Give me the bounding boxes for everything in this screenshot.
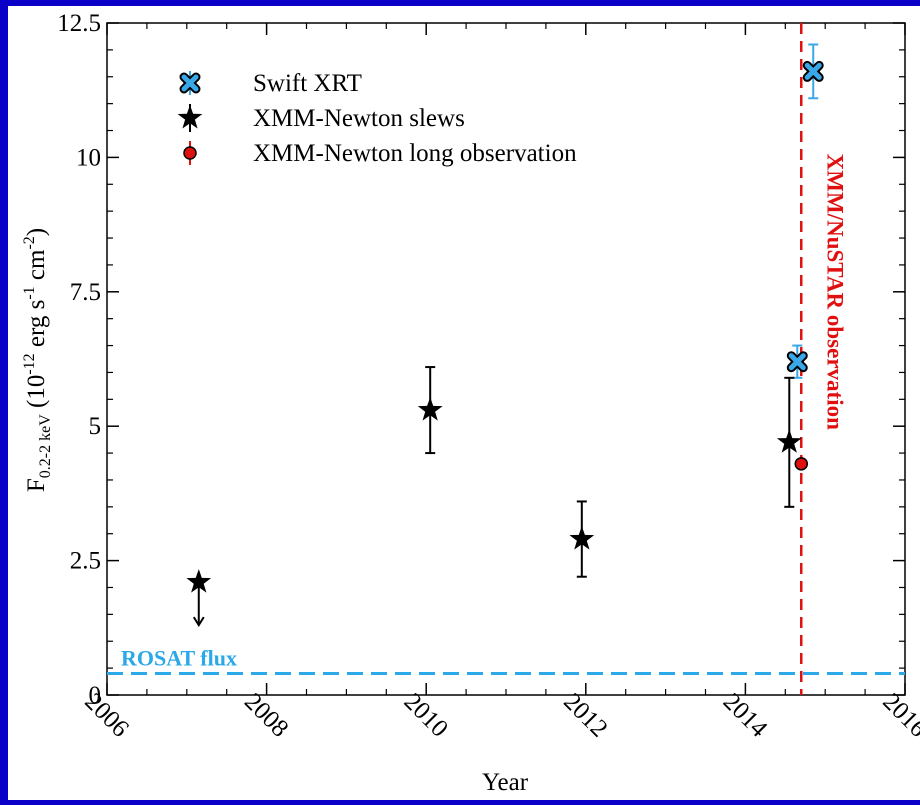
xmm-slew-point bbox=[186, 569, 212, 593]
rosat-flux-label: ROSAT flux bbox=[121, 645, 237, 670]
swift-xrt-point bbox=[804, 62, 822, 80]
reference-lines: ROSAT flux XMM/NuSTAR observation bbox=[107, 23, 905, 695]
y-tick-label: 2.5 bbox=[70, 548, 101, 575]
xmm-slew-point bbox=[569, 526, 595, 550]
legend-xmm-slew-marker bbox=[177, 105, 203, 129]
swift-xrt-point bbox=[788, 353, 806, 371]
xmm-slew-point bbox=[417, 397, 443, 421]
y-axis-label: F0.2-2 keV (10-12 erg s-1 cm-2) bbox=[21, 228, 54, 492]
observation-label: XMM/NuSTAR observation bbox=[822, 154, 847, 430]
plot-frame bbox=[106, 22, 906, 696]
upper-limit-arrowhead bbox=[192, 616, 205, 627]
x-axis-label: Year bbox=[482, 769, 529, 796]
legend-label: Swift XRT bbox=[253, 70, 362, 97]
y-tick-label: 10 bbox=[76, 144, 101, 171]
legend: Swift XRT XMM-Newton slews XMM-Newton long… bbox=[177, 70, 577, 167]
xmm-long-obs-point bbox=[794, 457, 809, 471]
xmm-slew-point bbox=[776, 429, 802, 453]
legend-swift-xrt-marker bbox=[181, 74, 199, 92]
y-tick-label: 7.5 bbox=[70, 279, 101, 306]
data-marks bbox=[186, 43, 824, 627]
legend-label: XMM-Newton long observation bbox=[253, 140, 577, 167]
legend-xmm-long-obs-marker bbox=[183, 146, 197, 160]
legend-label: XMM-Newton slews bbox=[253, 105, 465, 132]
y-tick-label: 12.5 bbox=[57, 10, 101, 37]
y-tick-label: 5 bbox=[89, 413, 102, 440]
y-tick-label: 0 bbox=[89, 682, 102, 709]
